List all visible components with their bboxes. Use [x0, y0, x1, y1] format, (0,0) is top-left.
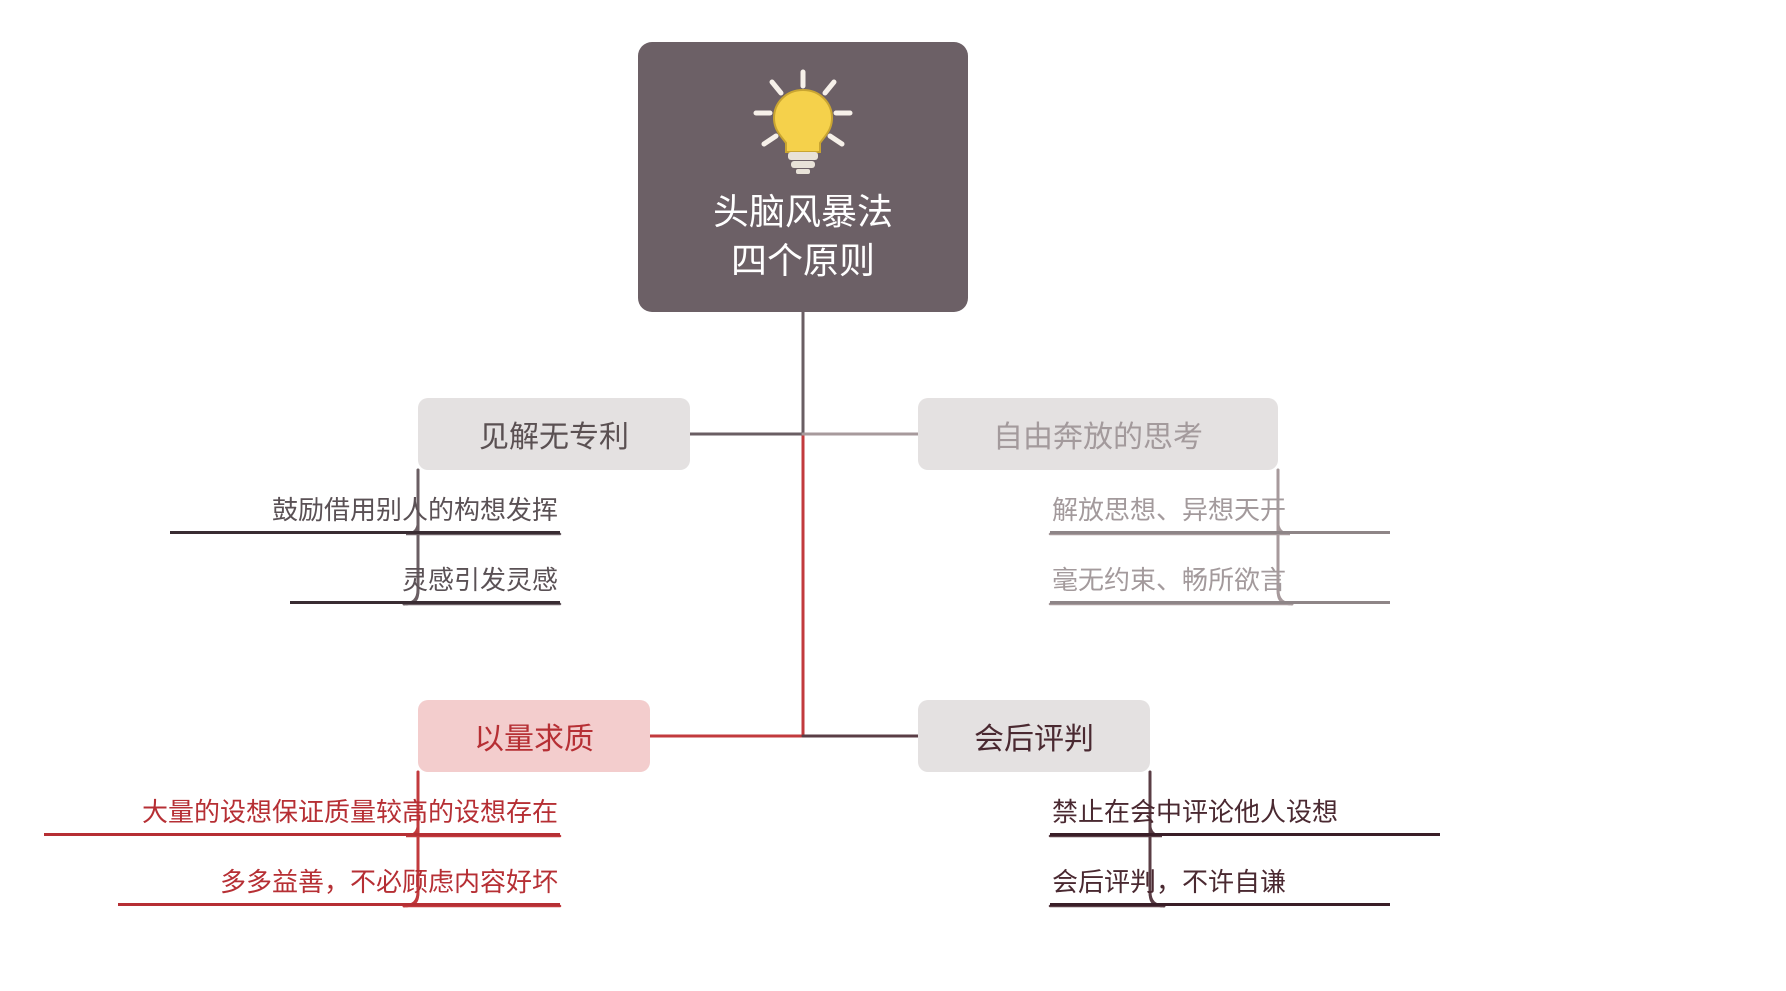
leaf-node-b2l1: 解放思想、异想天开	[1050, 490, 1390, 534]
branch-label: 会后评判	[974, 714, 1094, 758]
branch-node-b4: 会后评判	[918, 700, 1150, 772]
root-title-line1: 头脑风暴法	[713, 188, 893, 237]
root-node: 头脑风暴法四个原则	[638, 42, 968, 312]
branch-label: 见解无专利	[479, 412, 629, 456]
leaf-text: 鼓励借用别人的构想发挥	[272, 490, 558, 527]
leaf-text: 灵感引发灵感	[402, 560, 558, 597]
root-title-line2: 四个原则	[731, 237, 875, 286]
leaf-node-b3l1: 大量的设想保证质量较高的设想存在	[44, 792, 560, 836]
leaf-text: 解放思想、异想天开	[1052, 490, 1286, 527]
leaf-text: 毫无约束、畅所欲言	[1052, 560, 1286, 597]
leaf-node-b1l2: 灵感引发灵感	[290, 560, 560, 604]
leaf-node-b4l2: 会后评判，不许自谦	[1050, 862, 1390, 906]
mindmap-canvas: 头脑风暴法四个原则见解无专利 自由奔放的思考以量求质 会后评判 鼓励借用别人的构想发挥…	[0, 0, 1786, 991]
lightbulb-icon	[748, 68, 858, 178]
leaf-node-b1l1: 鼓励借用别人的构想发挥	[170, 490, 560, 534]
leaf-node-b4l1: 禁止在会中评论他人设想	[1050, 792, 1440, 836]
leaf-node-b2l2: 毫无约束、畅所欲言	[1050, 560, 1390, 604]
branch-node-b2: 自由奔放的思考	[918, 398, 1278, 470]
branch-node-b1: 见解无专利	[418, 398, 690, 470]
leaf-text: 多多益善，不必顾虑内容好坏	[220, 862, 558, 899]
branch-label: 自由奔放的思考	[993, 412, 1203, 456]
leaf-text: 禁止在会中评论他人设想	[1052, 792, 1338, 829]
branch-node-b3: 以量求质	[418, 700, 650, 772]
branch-label: 以量求质	[474, 714, 594, 758]
leaf-text: 会后评判，不许自谦	[1052, 862, 1286, 899]
leaf-text: 大量的设想保证质量较高的设想存在	[142, 792, 558, 829]
leaf-node-b3l2: 多多益善，不必顾虑内容好坏	[118, 862, 560, 906]
